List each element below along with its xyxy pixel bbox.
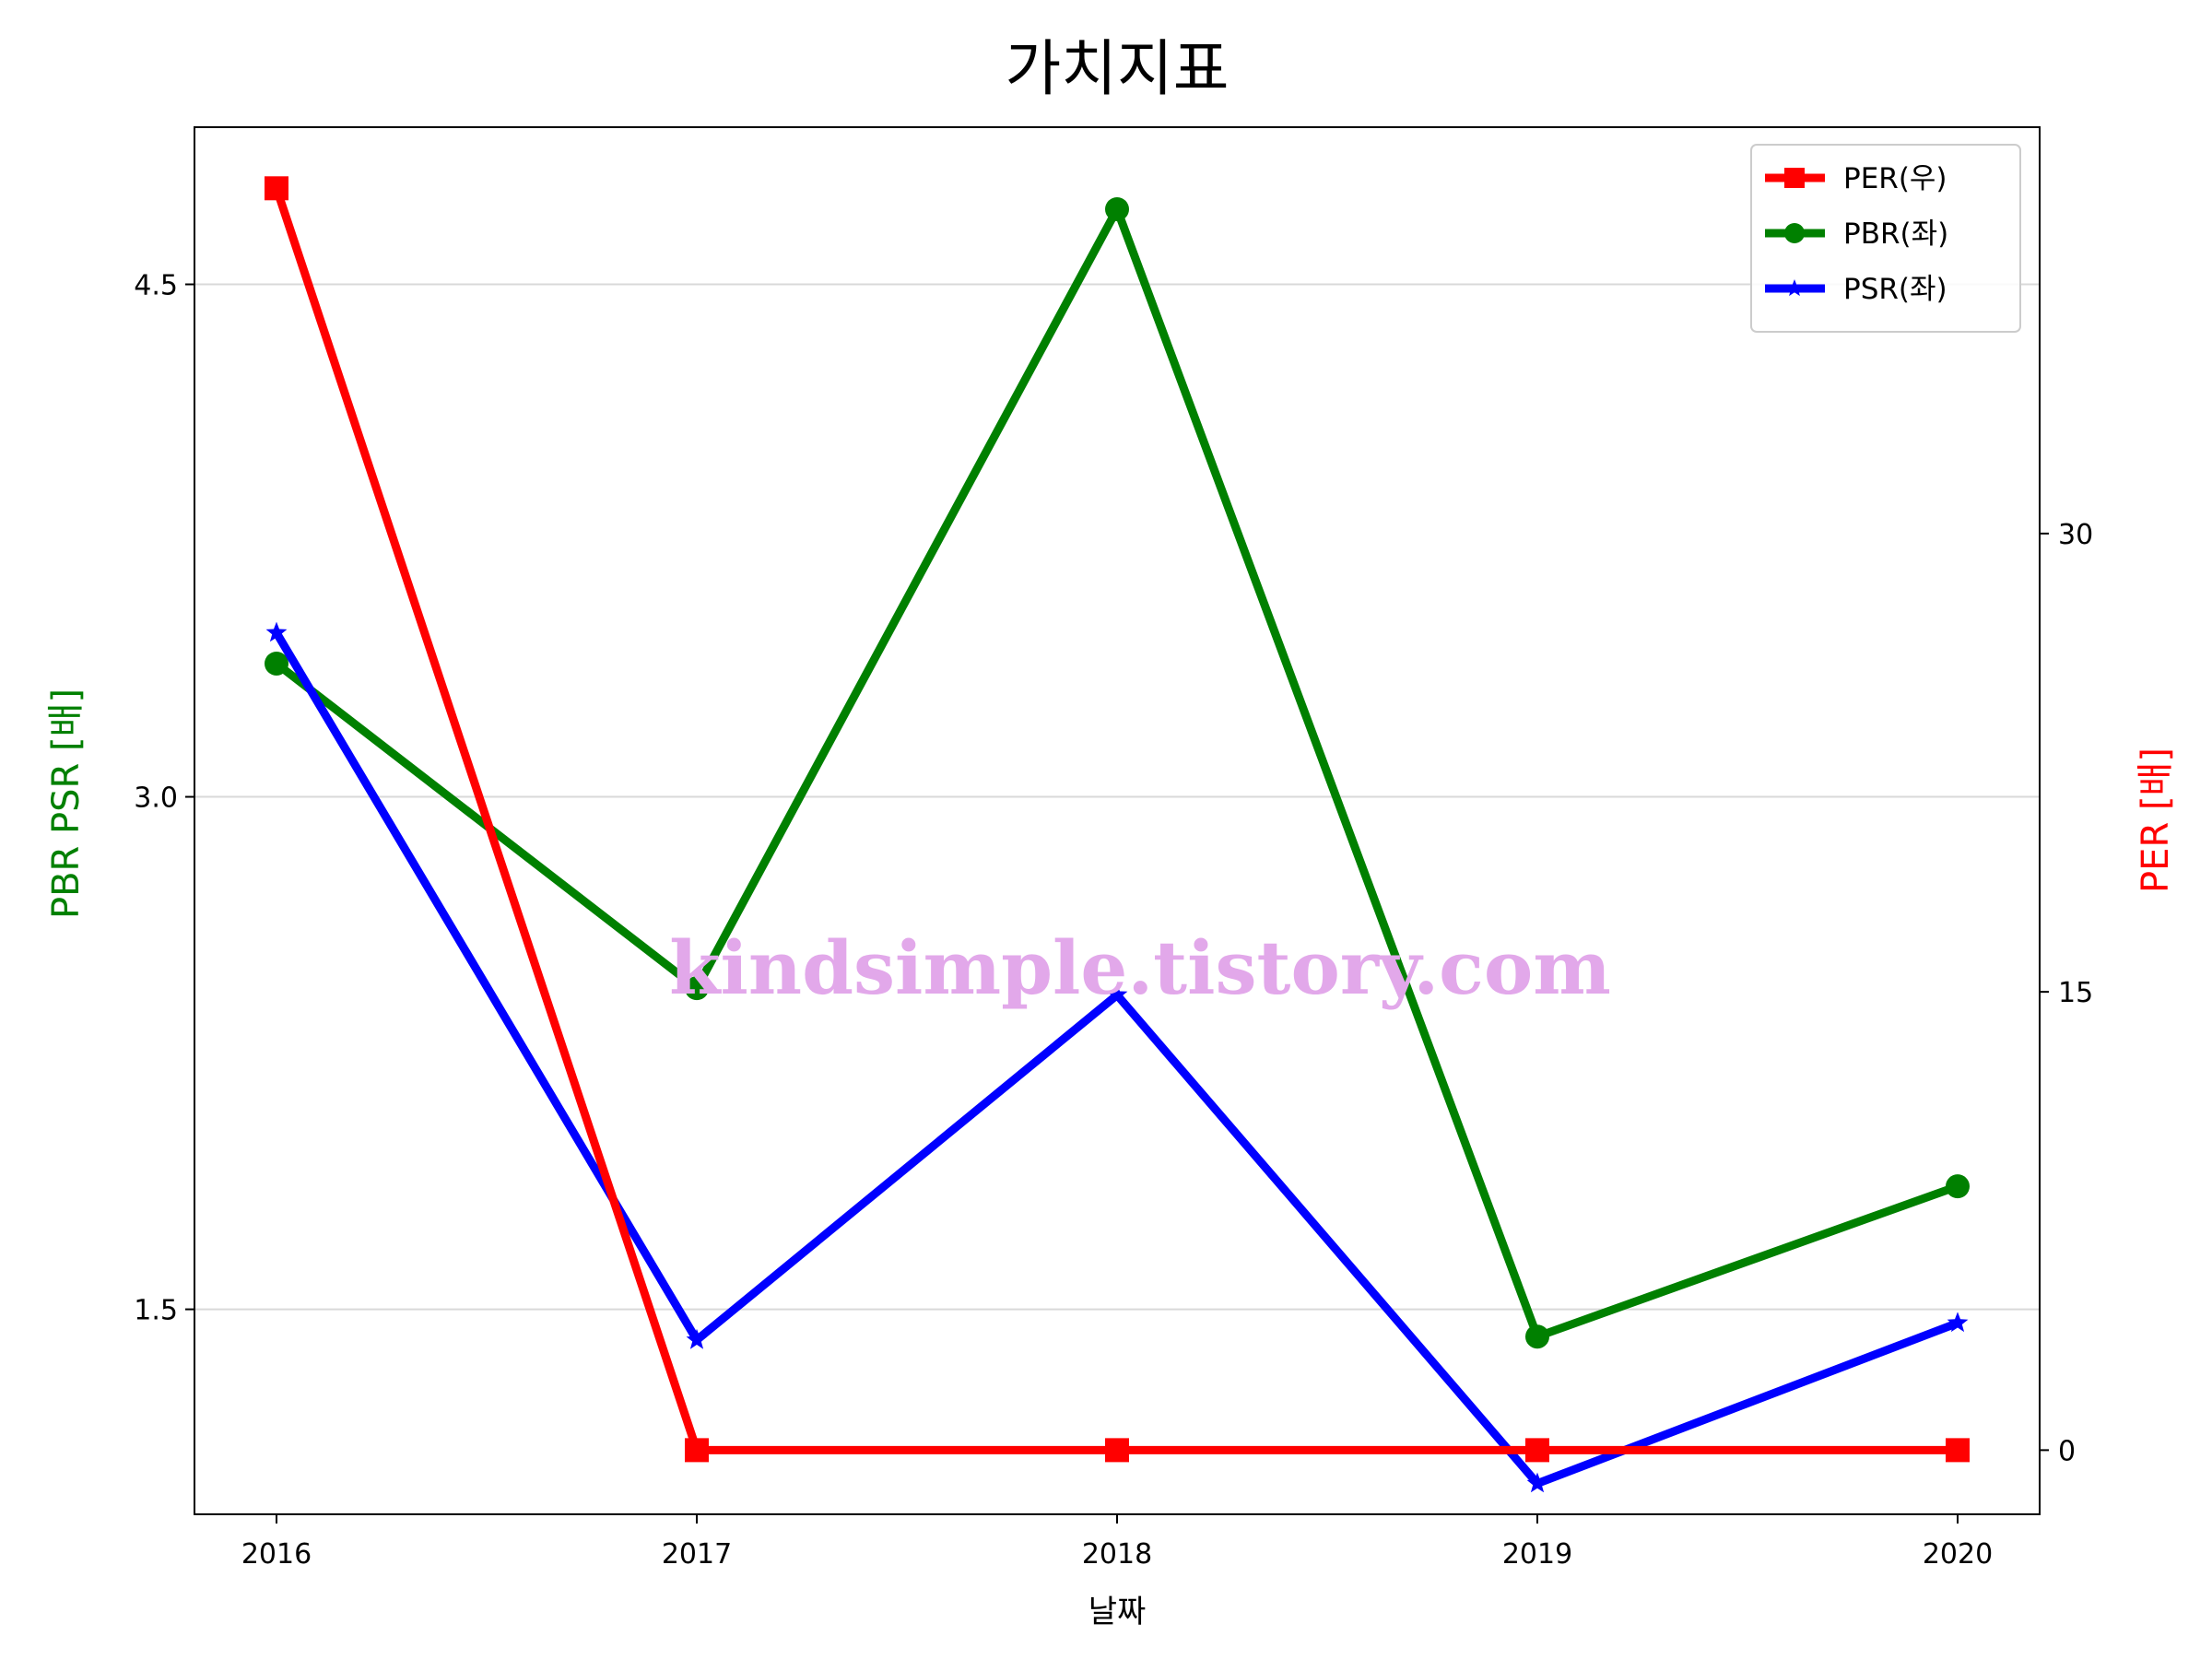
star-marker: [1526, 1472, 1548, 1493]
circle-marker: [685, 976, 709, 1001]
series-layer: [265, 176, 1970, 1493]
right-y-axis-label: PER [배]: [2135, 747, 2177, 893]
square-marker: [685, 1438, 709, 1463]
star-marker: [1785, 279, 1804, 297]
square-marker: [1946, 1438, 1970, 1463]
circle-marker: [1784, 223, 1805, 243]
legend-label-psr: PSR(좌): [1843, 273, 1947, 306]
x-tick-label: 2016: [241, 1538, 312, 1571]
pbr-series-line: [274, 205, 1959, 1341]
left-y-tick-label: 3.0: [134, 782, 178, 815]
circle-marker: [1946, 1174, 1970, 1199]
left-y-axis: 1.5 3.0 4.5: [134, 270, 194, 1327]
x-axis: 2016 2017 2018 2019 2020: [241, 1514, 1993, 1571]
x-tick-label: 2017: [662, 1538, 732, 1571]
legend: PER(우) PBR(좌) PSR(좌): [1750, 144, 2021, 333]
legend-label-per: PER(우): [1843, 162, 1947, 195]
circle-marker: [265, 651, 288, 676]
star-marker: [1947, 1312, 1969, 1333]
left-y-axis-label: PBR PSR [배]: [45, 688, 88, 919]
right-y-tick-label: 0: [2058, 1435, 2076, 1467]
right-y-axis: 0 15 30: [2040, 519, 2093, 1467]
left-y-tick-label: 4.5: [134, 270, 178, 302]
square-marker: [265, 176, 288, 201]
watermark: kindsimple.tistory.com: [669, 924, 1611, 1011]
grid-lines: [194, 283, 2040, 1311]
star-marker: [686, 1328, 708, 1349]
chart-title: 가치지표: [1006, 33, 1230, 104]
legend-label-pbr: PBR(좌): [1843, 218, 1948, 251]
psr-series-line: [273, 630, 1959, 1488]
star-marker: [265, 621, 288, 642]
left-y-tick-label: 1.5: [134, 1295, 178, 1327]
square-marker: [1105, 1438, 1129, 1463]
per-series-line: [272, 186, 1958, 1454]
right-y-tick-label: 15: [2058, 977, 2093, 1009]
circle-marker: [1105, 196, 1129, 221]
x-axis-label: 날짜: [1088, 1594, 1147, 1630]
circle-marker: [1525, 1324, 1549, 1349]
square-marker: [1525, 1438, 1549, 1463]
square-marker: [1784, 168, 1805, 188]
plot-frame: [194, 126, 2041, 1515]
star-marker: [1106, 983, 1128, 1005]
x-tick-label: 2020: [1923, 1538, 1993, 1571]
x-tick-label: 2018: [1082, 1538, 1152, 1571]
x-tick-label: 2019: [1502, 1538, 1572, 1571]
right-y-tick-label: 30: [2058, 519, 2093, 551]
